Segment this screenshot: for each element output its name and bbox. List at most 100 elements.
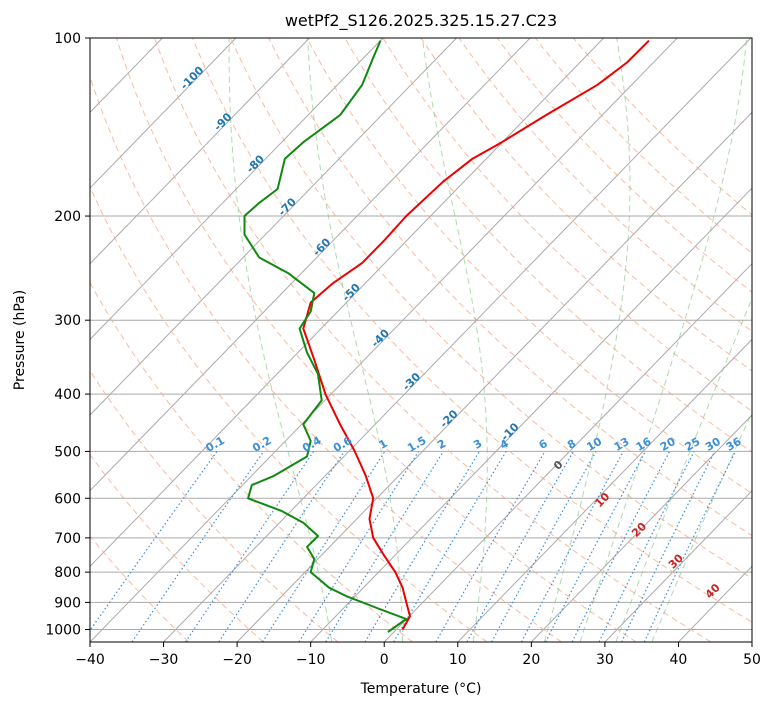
dry-adiabat [306, 38, 752, 495]
isotherm-label: -70 [276, 195, 299, 218]
mixing-ratio-line [364, 451, 481, 642]
dry-adiabat [268, 38, 752, 537]
mixing-ratio-label: 2 [435, 437, 448, 452]
isotherm-line [90, 38, 678, 642]
isotherm-label: -50 [340, 281, 363, 304]
plot-grid [90, 38, 752, 642]
moist-adiabat [307, 38, 404, 642]
dry-adiabat [90, 75, 562, 642]
y-axis-title: Pressure (hPa) [12, 290, 28, 390]
isotherm-label: -100 [178, 63, 207, 92]
isotherm-line [90, 38, 531, 492]
mixing-ratio-line [435, 451, 546, 642]
y-tick-label: 900 [54, 595, 81, 611]
mixing-ratio-line [466, 451, 574, 642]
dry-adiabat [90, 535, 190, 642]
plot-frame [89, 37, 753, 643]
y-tick-label: 400 [54, 387, 81, 403]
isopleth-labels: -100-90-80-70-60-50-40-30-20-100.1 0.2 0.4… [178, 63, 744, 601]
x-tick-label: −30 [149, 652, 179, 668]
x-tick-label: 30 [596, 652, 614, 668]
isotherm-label: -80 [244, 152, 267, 175]
isotherm-line [457, 338, 752, 642]
moist-adiabat [228, 38, 333, 642]
isotherm-line [90, 38, 457, 416]
dry-adiabat [420, 38, 752, 372]
isotherm-label: -20 [437, 407, 460, 430]
mixing-ratio-label: 3 [471, 437, 484, 452]
x-tick-label: 10 [449, 652, 467, 668]
isotherm-label: -60 [310, 235, 333, 258]
isotherm-line [90, 38, 237, 189]
theta-e-label: 10 [592, 490, 612, 510]
moist-adiabat [651, 411, 752, 642]
isotherm-line [236, 111, 752, 642]
y-tick-label: 700 [54, 531, 81, 547]
x-axis-title: Temperature (°C) [360, 681, 482, 697]
dry-adiabat [458, 38, 752, 332]
dry-adiabat [230, 38, 752, 579]
moist-adiabat [543, 38, 631, 642]
theta-e-label: 30 [666, 551, 686, 571]
isotherm-line [163, 38, 752, 642]
mixing-ratio-line [491, 451, 597, 642]
mixing-ratio-line [571, 451, 671, 642]
mixing-ratio-line [325, 451, 444, 642]
mixing-ratio-line [218, 451, 345, 642]
dry-adiabat [90, 185, 488, 642]
dry-adiabat [90, 281, 413, 642]
isotherm-line [530, 414, 752, 642]
isotherm-label: -30 [400, 370, 423, 393]
isotherm-line [90, 38, 310, 265]
isotherm-line [604, 489, 752, 642]
y-tick-label: 200 [54, 209, 81, 225]
dry-adiabat [90, 369, 339, 642]
y-tick-label: 1000 [45, 622, 81, 638]
mixing-ratio-line [185, 451, 315, 642]
dry-adiabat [192, 38, 752, 623]
mixing-ratio-line [545, 451, 646, 642]
mixing-ratio-line [520, 451, 624, 642]
mixing-ratio-line [621, 451, 716, 642]
isotherm-label: -40 [369, 326, 392, 349]
x-tick-label: 20 [522, 652, 540, 668]
theta-e-label: 20 [629, 520, 649, 540]
axes: −40 −30 −20 −10 0 10 20 30 40 5010020030040050060… [45, 31, 761, 668]
mixing-ratio-line [393, 451, 507, 642]
y-tick-label: 500 [54, 444, 81, 460]
theta-e-label: 40 [703, 581, 723, 601]
dry-adiabat [496, 38, 752, 293]
x-tick-label: 40 [670, 652, 688, 668]
dry-adiabat [116, 38, 637, 642]
isotherm-line [310, 187, 752, 642]
moist-adiabat [615, 296, 752, 642]
isotherm-line [383, 262, 752, 642]
x-tick-label: 0 [380, 652, 389, 668]
dewpoint-trace [243, 40, 408, 633]
y-tick-label: 100 [54, 31, 81, 47]
dry-adiabat [534, 38, 752, 254]
mixing-ratio-line [298, 451, 420, 642]
y-tick-label: 800 [54, 565, 81, 581]
dry-adiabat [90, 453, 264, 642]
mixing-ratio-line [643, 451, 737, 642]
x-tick-label: 50 [743, 652, 761, 668]
dry-adiabat [572, 38, 752, 216]
y-tick-label: 600 [54, 491, 81, 507]
mixing-ratio-line [261, 451, 386, 642]
chart-title: wetPf2_S126.2025.325.15.27.C23 [285, 11, 557, 31]
mixing-ratio-line [598, 451, 695, 642]
x-tick-label: −10 [296, 652, 326, 668]
isotherm-line [751, 641, 752, 642]
isotherm-line [90, 38, 384, 341]
dry-adiabat [382, 38, 752, 412]
theta-e-label: 0 [551, 458, 566, 473]
dry-adiabat [154, 38, 712, 642]
series-layer [243, 39, 650, 633]
x-tick-label: −40 [75, 652, 105, 668]
moist-adiabat [421, 38, 488, 642]
x-tick-label: −20 [222, 652, 252, 668]
temperature-trace [302, 39, 650, 630]
mixing-ratio-line [131, 451, 265, 642]
